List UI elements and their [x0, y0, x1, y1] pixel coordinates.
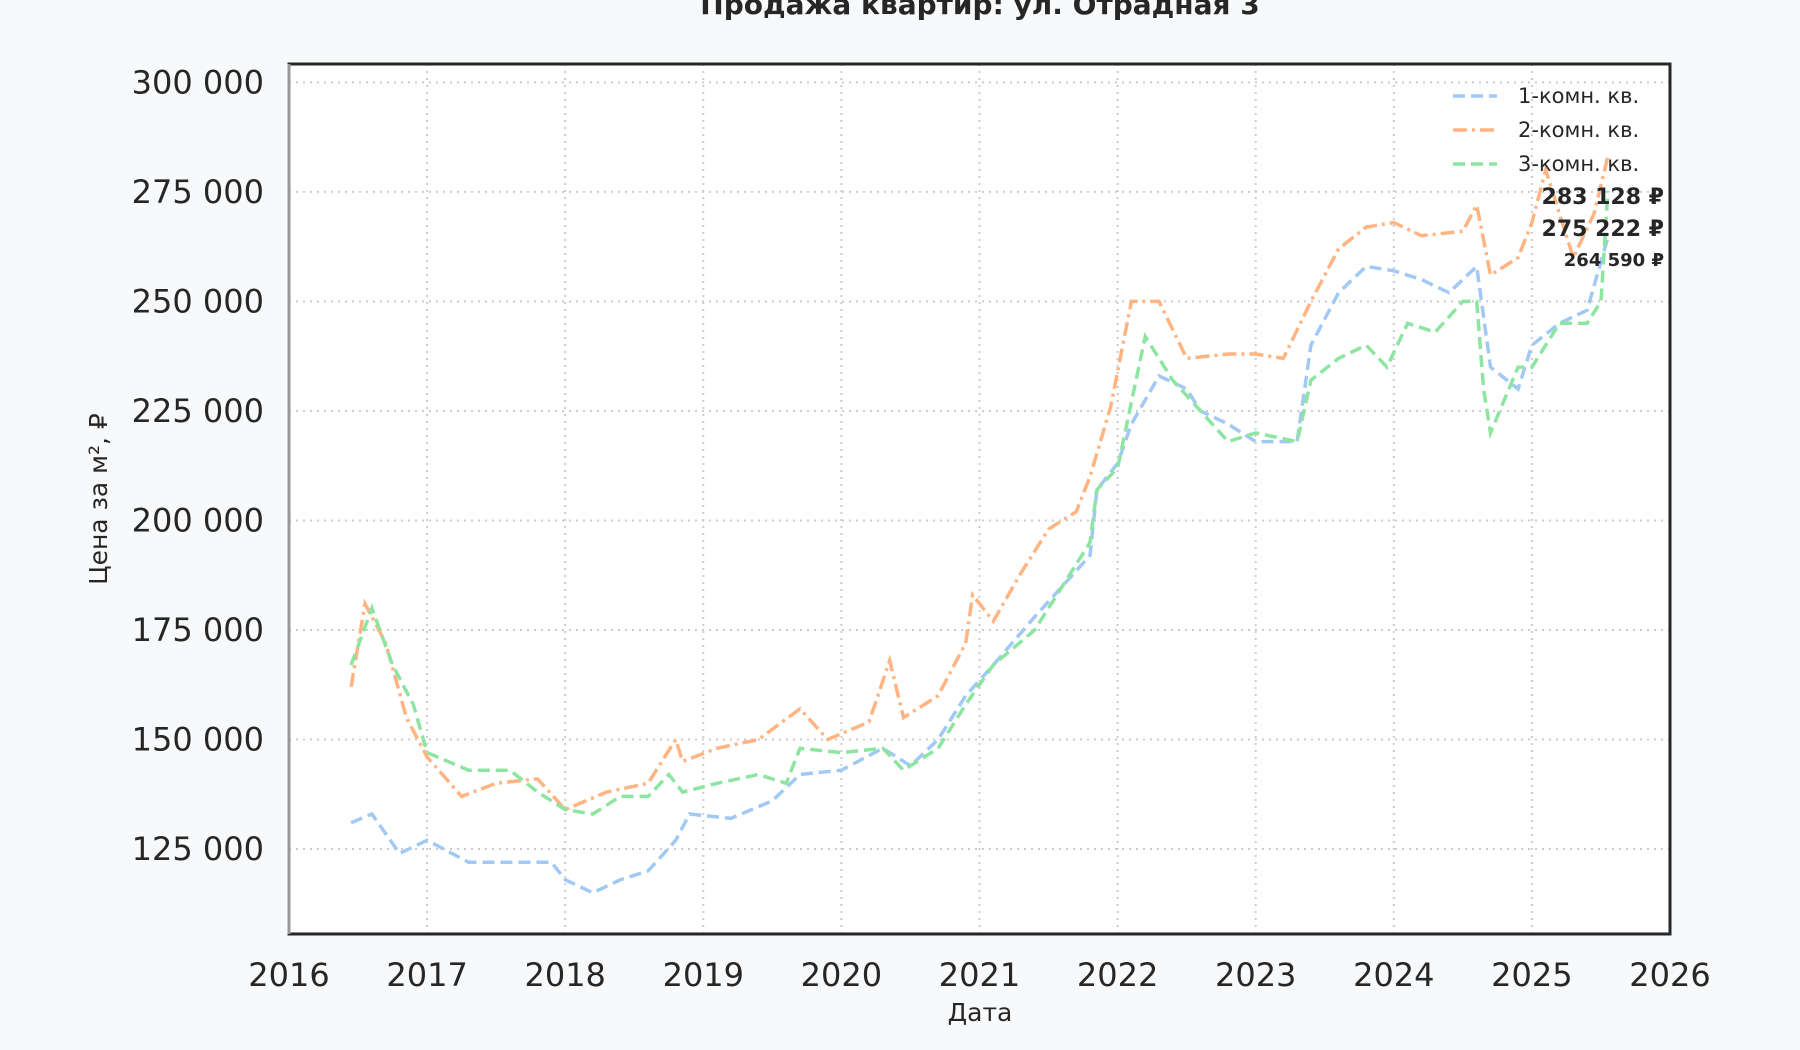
- legend-label-1: 1-комн. кв.: [1518, 84, 1639, 108]
- y-tick-label: 150 000: [132, 720, 264, 758]
- y-axis-label: Цена за м², ₽: [84, 413, 113, 585]
- end-value-label-1: 264 590 ₽: [1564, 250, 1664, 271]
- y-tick-label: 175 000: [132, 611, 264, 649]
- series-line-1: [350, 237, 1610, 895]
- x-axis: 2016 2017 2018 2019 2020 2021 2022 2023 2024 2025…: [248, 956, 1710, 994]
- series-line-3: [349, 190, 1610, 816]
- x-tick-label: 2016: [248, 956, 329, 994]
- x-axis-label: Дата: [948, 998, 1013, 1027]
- series-line-2: [349, 155, 1610, 812]
- y-tick-label: 200 000: [132, 501, 264, 539]
- legend-label-2: 2-комн. кв.: [1518, 118, 1639, 142]
- y-tick-label: 275 000: [132, 173, 264, 211]
- x-tick-label: 2018: [524, 956, 605, 994]
- series-lines: [349, 155, 1610, 895]
- x-tick-label: 2017: [386, 956, 467, 994]
- x-tick-label: 2026: [1629, 956, 1710, 994]
- x-tick-label: 2023: [1215, 956, 1296, 994]
- legend-label-3: 3-комн. кв.: [1518, 152, 1639, 176]
- end-value-label-3: 275 222 ₽: [1542, 217, 1664, 242]
- y-tick-label: 300 000: [132, 63, 264, 101]
- x-tick-label: 2025: [1491, 956, 1572, 994]
- x-tick-label: 2022: [1077, 956, 1158, 994]
- x-tick-label: 2021: [939, 956, 1020, 994]
- y-tick-label: 225 000: [132, 392, 264, 430]
- x-tick-label: 2020: [801, 956, 882, 994]
- chart-title: Продажа квартир: ул. Отрадная 3: [700, 0, 1259, 21]
- legend: 1-комн. кв. 2-комн. кв. 3-комн. кв.: [1453, 84, 1639, 176]
- x-tick-label: 2024: [1353, 956, 1434, 994]
- y-tick-label: 250 000: [132, 282, 264, 320]
- end-value-label-2: 283 128 ₽: [1542, 185, 1664, 210]
- x-tick-label: 2019: [663, 956, 744, 994]
- y-axis: 125 000 150 000 175 000 200 000 225 000 250 0…: [132, 63, 264, 868]
- y-tick-label: 125 000: [132, 830, 264, 868]
- end-labels: 264 590 ₽ 283 128 ₽ 275 222 ₽: [1542, 185, 1664, 271]
